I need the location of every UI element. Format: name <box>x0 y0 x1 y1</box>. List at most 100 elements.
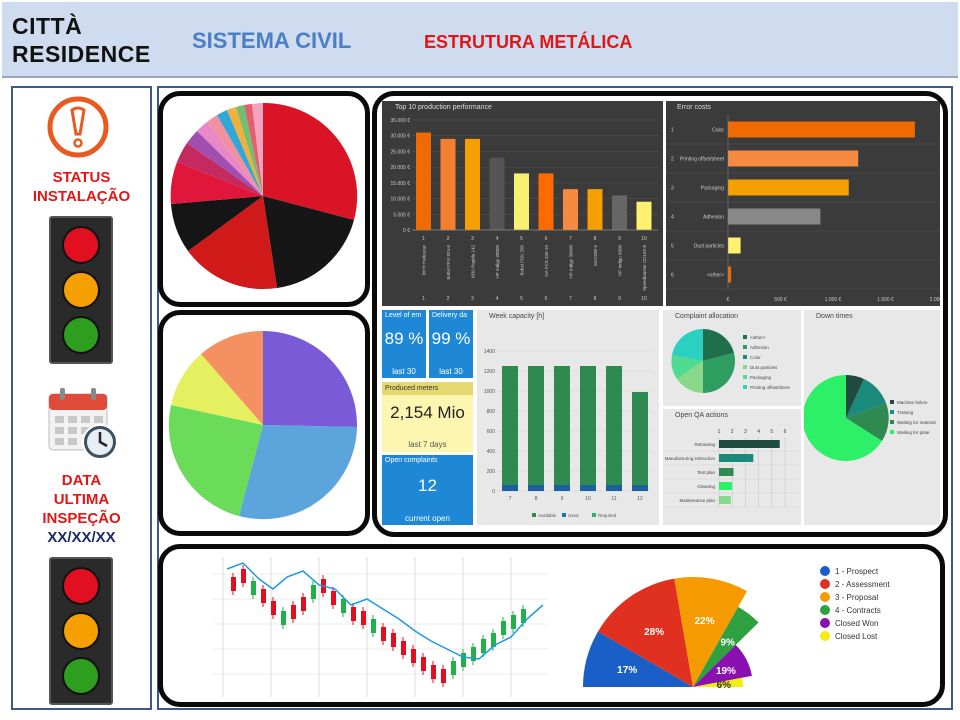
red-lamp <box>62 226 100 264</box>
inspection-label-3: INSPEÇÃO <box>42 510 121 527</box>
machine-label: Bobst FFG 924-6 <box>446 245 451 280</box>
inspection-traffic-light <box>49 557 113 705</box>
inspection-label-1: DATA <box>61 472 102 489</box>
candle-body <box>331 591 336 605</box>
error-costs-title: Error costs <box>677 104 711 111</box>
error-label: <other> <box>707 273 724 279</box>
machine-label: Speedmaster CD102-8 <box>642 245 647 292</box>
week-y-tick: 1200 <box>484 369 495 375</box>
error-bar <box>728 208 821 225</box>
error-bar <box>728 237 741 254</box>
candle-body <box>511 615 516 629</box>
y-tick-label: 35.000 € <box>391 118 411 124</box>
brand-line-2: RESIDENCE <box>12 41 151 67</box>
candle-body <box>231 577 236 591</box>
qa-actions-widget: Open QA actions 1 2 3 4 5 6 Retraining Manufact… <box>663 409 801 525</box>
pie-panel-bottom <box>158 310 370 536</box>
rank-label: 8 <box>594 236 597 242</box>
brand-line-1: CITTÀ <box>12 13 83 39</box>
error-bar <box>728 121 915 138</box>
production-bar <box>636 201 652 230</box>
orange-lamp <box>62 271 100 309</box>
alloc-legend-label: Adhesion <box>750 345 769 350</box>
week-label: 7 <box>509 496 512 502</box>
candle-body <box>261 589 266 603</box>
down-legend-label: Waiting for material <box>897 420 936 425</box>
red-pie-chart <box>170 102 358 290</box>
y-tick-label: 0 € <box>403 228 410 234</box>
complaint-allocation-widget: Complaint allocation <other> Adhesion Colo… <box>663 310 801 406</box>
down-legend-swatch <box>890 430 894 434</box>
down-times-title: Down times <box>816 313 853 320</box>
level-kpi-label: Level of em <box>385 312 422 319</box>
rank-label: 9 <box>618 236 621 242</box>
color-pie-chart <box>168 330 358 520</box>
week-bar <box>528 366 544 491</box>
error-rank: 1 <box>671 128 674 134</box>
candle-body <box>291 605 296 619</box>
error-label: Packaging <box>701 186 725 192</box>
machine-label: HP Indigo 6600 <box>618 245 623 276</box>
candle-body <box>491 633 496 647</box>
rank-bottom-label: 9 <box>618 296 621 302</box>
error-x-tick: 1.500 € <box>877 297 894 303</box>
brand-title: CITTÀ RESIDENCE <box>12 12 151 68</box>
down-legend-label: Machine failure <box>897 400 928 405</box>
production-bar <box>465 138 480 230</box>
candle-body <box>241 569 246 583</box>
candle-body <box>381 627 386 641</box>
week-bar <box>580 366 596 491</box>
produced-kpi-sub: last 7 days <box>408 440 447 449</box>
error-rank: 3 <box>671 186 674 192</box>
inspection-date: XX/XX/XX <box>47 529 116 546</box>
candlestick-chart <box>213 557 548 697</box>
funnel-semicircle-chart: 17% 28% 22% 9% 19% 6% 1 - Prospect 2 - Assessme… <box>583 566 890 691</box>
error-rank: 4 <box>671 215 674 221</box>
funnel-slice <box>693 677 743 687</box>
green-lamp <box>62 657 100 695</box>
y-tick-label: 25.000 € <box>391 149 411 155</box>
rank-label: 7 <box>569 236 572 242</box>
machine-label: W+H Helioscar <box>422 245 427 276</box>
week-bar-used <box>632 485 648 491</box>
candle-body <box>351 607 356 621</box>
funnel-legend-dot <box>820 605 830 615</box>
trend-line <box>226 562 544 660</box>
y-tick-label: 10.000 € <box>391 197 411 203</box>
error-label: Printing offset/sheet <box>680 157 725 163</box>
error-label: Dust particles <box>694 244 725 250</box>
machine-label: KBA Rapida 142 <box>471 245 476 279</box>
week-y-tick: 0 <box>492 489 495 495</box>
top10-bar-chart: 35.000 €30.000 €25.000 €20.000 €15.000 €… <box>391 118 658 302</box>
delivery-kpi: Delivery da 99 % last 30 <box>429 310 473 378</box>
down-times-widget: Down times Machine failure Training Waitin… <box>804 310 940 525</box>
week-capacity-widget: Week capacity [h] 1400 1200 1000 800 600 400 2… <box>477 310 659 525</box>
qa-bar <box>719 440 780 448</box>
alloc-legend-label: Packaging <box>750 375 772 380</box>
qa-row-label: Test plan <box>697 470 716 475</box>
machine-label: MA2200-5 <box>593 245 598 266</box>
funnel-slice <box>693 606 759 687</box>
candle-body <box>281 611 286 625</box>
error-costs-widget: Error costs 1 Color 2 Printing offset/sheet… <box>666 101 940 306</box>
rank-label: 3 <box>471 236 474 242</box>
complaints-kpi-label: Open complaints <box>385 457 438 464</box>
level-kpi-sub: last 30 <box>392 367 416 376</box>
week-y-tick: 1000 <box>484 389 495 395</box>
week-bar-used <box>502 485 518 491</box>
qa-bar <box>719 454 754 462</box>
error-costs-chart: 1 Color 2 Printing offset/sheet 3 Packaging 4 A… <box>666 115 940 303</box>
y-tick-label: 15.000 € <box>391 181 411 187</box>
error-x-tick: 2.000 € <box>930 297 940 303</box>
funnel-legend-dot <box>820 631 830 641</box>
alloc-legend-swatch <box>743 335 747 339</box>
week-legend-swatch <box>532 513 536 517</box>
machine-label: HP Indigo 30000 <box>569 245 574 279</box>
candle-body <box>341 599 346 613</box>
production-bar <box>514 173 529 230</box>
week-legend-label: Required <box>598 513 617 518</box>
rank-bottom-label: 4 <box>496 296 499 302</box>
rank-bottom-label: 10 <box>641 296 647 302</box>
alloc-legend-swatch <box>743 365 747 369</box>
qa-x-tick: 2 <box>731 429 734 435</box>
